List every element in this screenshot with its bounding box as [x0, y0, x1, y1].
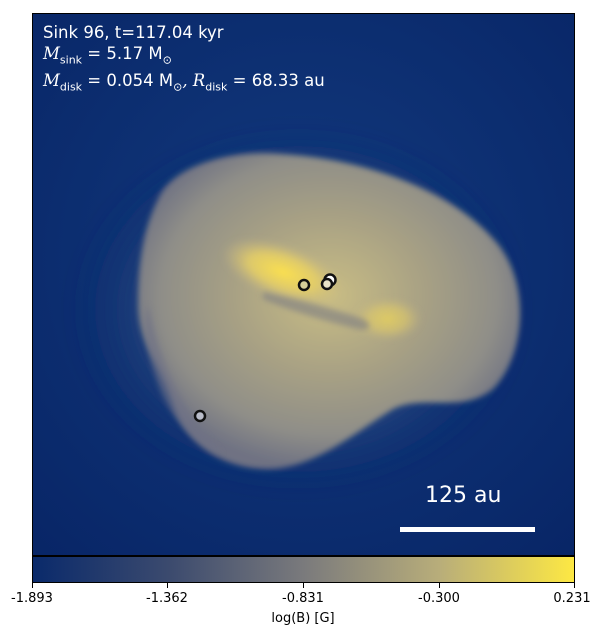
colorbar-tick	[32, 583, 33, 588]
colorbar-tick	[303, 583, 304, 588]
field-image	[33, 14, 574, 555]
colorbar	[32, 556, 575, 583]
colorbar-tick	[167, 583, 168, 588]
scale-bar	[400, 527, 535, 532]
colorbar-tick-label: -1.893	[11, 591, 53, 606]
sink-distant	[193, 409, 207, 423]
colorbar-tick-label: -1.362	[146, 591, 188, 606]
colorbar-tick-label: -0.300	[418, 591, 460, 606]
colorbar-tick	[439, 583, 440, 588]
scale-bar-label: 125 au	[425, 483, 502, 508]
colorbar-tick-label: 0.231	[553, 591, 591, 606]
sink-secondary	[320, 277, 334, 291]
colorbar-tick	[574, 583, 575, 588]
colorbar-tick-label: -0.831	[282, 591, 324, 606]
sink-companion	[297, 278, 311, 292]
magnetic-field-map: Sink 96, t=117.04 kyr Msink = 5.17 M⊙ Md…	[32, 13, 575, 556]
sink-mass-line: Msink = 5.17 M⊙	[43, 44, 172, 67]
sink-info: Sink 96, t=117.04 kyr Msink = 5.17 M⊙ Md…	[43, 22, 325, 98]
colorbar-label: log(B) [G]	[271, 611, 335, 626]
disk-line: Mdisk = 0.054 M⊙, Rdisk = 68.33 au	[43, 71, 325, 94]
sink-time-line: Sink 96, t=117.04 kyr	[43, 23, 224, 42]
